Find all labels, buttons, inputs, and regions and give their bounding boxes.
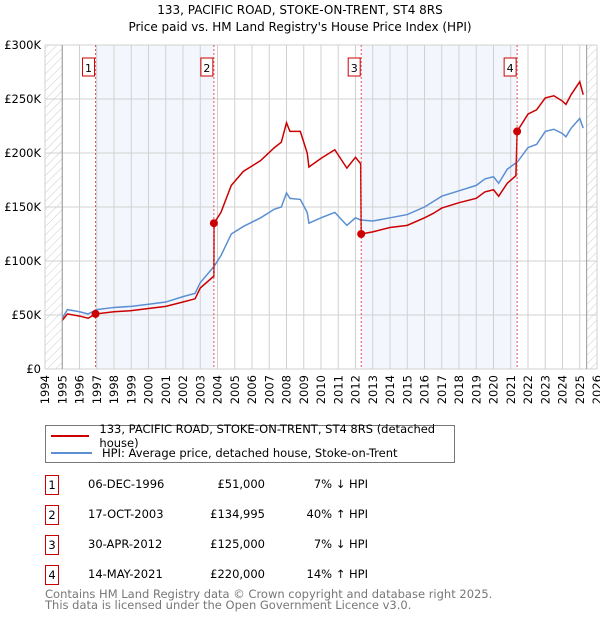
chart-subtitle: Price paid vs. HM Land Registry's House …	[128, 20, 471, 34]
sale-price: £125,000	[210, 537, 265, 551]
x-tick-label: 2013	[366, 375, 380, 404]
x-tick-label: 2006	[245, 375, 259, 404]
sale-date: 30-APR-2012	[88, 537, 163, 551]
sale-number: 4	[45, 565, 59, 585]
x-tick-label: 2017	[435, 375, 449, 404]
x-tick-label: 1997	[90, 375, 104, 404]
legend-swatch-blue	[51, 452, 92, 454]
sale-label-box	[82, 57, 96, 77]
y-tick-label: £200K	[4, 146, 41, 160]
x-tick-label: 2001	[159, 375, 173, 404]
sale-label-box	[200, 57, 214, 77]
sale-label-box	[503, 57, 517, 77]
footer-copyright: Contains HM Land Registry data © Crown c…	[45, 587, 493, 601]
x-tick-label: 2024	[556, 375, 570, 404]
legend-label: 133, PACIFIC ROAD, STOKE-ON-TRENT, ST4 8…	[99, 422, 436, 450]
chart-title: 133, PACIFIC ROAD, STOKE-ON-TRENT, ST4 8…	[157, 3, 443, 17]
sale-date: 17-OCT-2003	[88, 507, 164, 521]
y-tick-label: £150K	[4, 200, 41, 214]
x-tick-label: 2018	[452, 375, 466, 404]
sale-price: £134,995	[210, 507, 265, 521]
x-tick-label: 2004	[211, 375, 225, 404]
y-tick-label: £100K	[4, 254, 41, 268]
y-tick-label: £300K	[4, 38, 41, 52]
x-tick-label: 2021	[504, 375, 518, 404]
x-tick-label: 2022	[521, 375, 535, 404]
x-tick-label: 2014	[383, 375, 397, 404]
x-tick-label: 2011	[331, 375, 345, 404]
legend-label: HPI: Average price, detached house, Stok…	[102, 446, 398, 460]
sale-label-number: 2	[203, 62, 210, 75]
sale-hpi-diff: 14% ↑ HPI	[306, 567, 368, 581]
x-tick-label: 2000	[142, 375, 156, 404]
x-tick-label: 2023	[538, 375, 552, 404]
x-tick-label: 1995	[55, 375, 69, 404]
sale-point	[209, 219, 218, 228]
x-tick-label: 2025	[573, 375, 587, 404]
footer-licence: This data is licensed under the Open Gov…	[45, 598, 412, 612]
sale-price: £51,000	[217, 477, 265, 491]
sale-point	[357, 230, 366, 238]
x-tick-label: 1998	[107, 375, 121, 404]
x-tick-label: 2002	[176, 375, 190, 404]
x-tick-label: 2003	[193, 375, 207, 404]
y-tick-label: £0	[26, 362, 41, 376]
y-tick-label: £50K	[12, 308, 42, 322]
sale-label-number: 1	[85, 62, 92, 75]
x-tick-label: 2008	[280, 375, 294, 404]
x-tick-label: 2015	[400, 375, 414, 404]
sale-label-box	[347, 57, 361, 77]
footer: Contains HM Land Registry data © Crown c…	[45, 587, 493, 612]
y-tick-label: £250K	[4, 92, 41, 106]
x-tick-label: 2010	[314, 375, 328, 404]
x-tick-label: 2005	[228, 375, 242, 404]
x-tick-label: 2007	[262, 375, 276, 404]
legend-item-property: 133, PACIFIC ROAD, STOKE-ON-TRENT, ST4 8…	[46, 422, 454, 450]
sale-date: 14-MAY-2021	[88, 567, 163, 581]
x-tick-label: 2012	[349, 375, 363, 404]
x-tick-label: 1999	[124, 375, 138, 404]
x-tick-label: 2009	[297, 375, 311, 404]
sale-label-number: 3	[351, 62, 358, 75]
sale-price: £220,000	[210, 567, 265, 581]
x-tick-label: 2019	[469, 375, 483, 404]
hpi-line	[61, 116, 584, 319]
sale-number: 3	[45, 535, 59, 555]
sale-point	[513, 127, 522, 136]
sale-number: 2	[45, 505, 59, 525]
x-tick-label: 2026	[590, 375, 600, 404]
x-tick-label: 2016	[418, 375, 432, 404]
legend: 133, PACIFIC ROAD, STOKE-ON-TRENT, ST4 8…	[45, 422, 455, 463]
x-tick-label: 1996	[73, 375, 87, 404]
price-chart: 133, PACIFIC ROAD, STOKE-ON-TRENT, ST4 8…	[4, 3, 600, 404]
sale-point	[91, 309, 100, 318]
sale-number: 1	[45, 475, 59, 495]
legend-swatch-red	[51, 435, 90, 437]
sale-hpi-diff: 7% ↓ HPI	[313, 537, 368, 551]
x-tick-label: 2020	[487, 375, 501, 404]
x-tick-label: 1994	[38, 375, 52, 404]
legend-item-hpi: HPI: Average price, detached house, Stok…	[46, 445, 398, 461]
sale-hpi-diff: 40% ↑ HPI	[306, 507, 368, 521]
sale-date: 06-DEC-1996	[88, 477, 165, 491]
sale-label-number: 4	[507, 62, 514, 75]
sale-hpi-diff: 7% ↓ HPI	[313, 477, 368, 491]
